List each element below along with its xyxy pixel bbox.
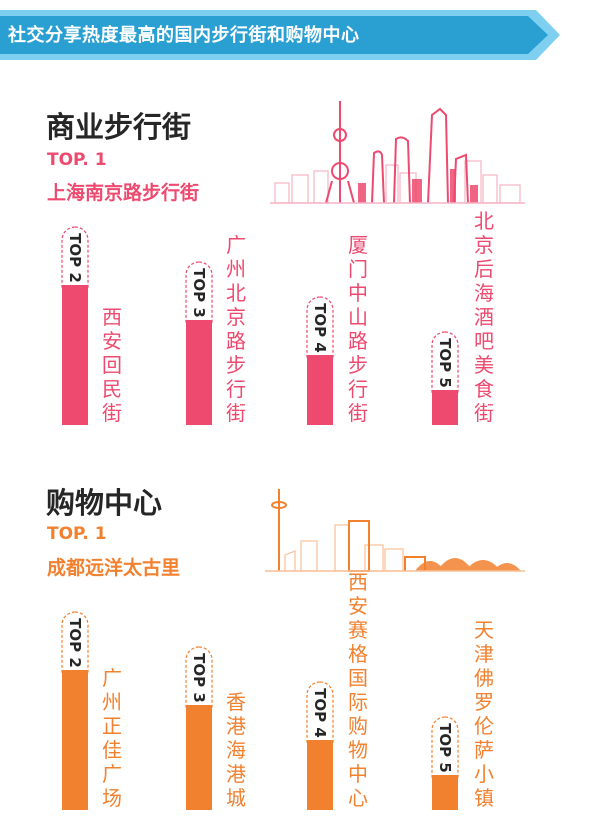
mall-category-label-3: 香港海港城 (226, 690, 246, 810)
shanghai-skyline-icon (270, 101, 525, 204)
mall-section-title: 购物中心 (46, 486, 163, 520)
mall-rank-label-3: TOP 3 (190, 653, 208, 703)
street-bar-5 (432, 390, 458, 425)
mall-rank-label-2: TOP 2 (66, 618, 84, 668)
street-rank-label-3: TOP 3 (190, 268, 208, 318)
mall-category-label-5: 天津佛罗伦萨小镇 (474, 618, 494, 810)
title-banner (0, 10, 560, 60)
mall-bar-5 (432, 775, 458, 810)
mall-rank-label-4: TOP 4 (311, 688, 329, 738)
mall-ranking-chart: TOP 2 TOP 3 TOP 4 TOP 5 广州正佳广场 香港海港城 西安赛格国际购物中… (0, 570, 600, 820)
mall-top1-name: 成都远洋太古里 (47, 557, 181, 579)
street-category-label-3: 广州北京路步行街 (226, 233, 246, 425)
street-bar-3 (186, 320, 212, 425)
street-bar-4 (307, 355, 333, 425)
banner-title: 社交分享热度最高的国内步行街和购物中心 (8, 25, 360, 46)
mall-bar-3 (186, 705, 212, 810)
street-top1-label: TOP. 1 (47, 150, 107, 170)
mall-top1-label: TOP. 1 (47, 524, 107, 544)
street-rank-label-2: TOP 2 (66, 233, 84, 283)
street-category-label-5: 北京后海酒吧美食街 (474, 209, 494, 425)
street-rank-label-5: TOP 5 (436, 338, 454, 388)
street-rank-label-4: TOP 4 (311, 303, 329, 353)
mall-rank-label-5: TOP 5 (436, 723, 454, 773)
street-ranking-chart: TOP 2 TOP 3 TOP 4 TOP 5 西安回民街 广州北京路步行街 厦门中山路步行… (0, 209, 600, 435)
mall-category-label-4: 西安赛格国际购物中心 (348, 570, 368, 810)
street-bars-svg: TOP 2 TOP 3 TOP 4 TOP 5 (61, 226, 459, 425)
street-category-label-2: 西安回民街 (102, 305, 122, 425)
mall-bar-4 (307, 740, 333, 810)
street-bar-2 (62, 285, 88, 425)
mall-category-label-2: 广州正佳广场 (102, 666, 122, 810)
street-section-title: 商业步行街 (46, 110, 192, 144)
street-top1-name: 上海南京路步行街 (47, 182, 200, 204)
mall-bars-svg: TOP 2 TOP 3 TOP 4 TOP 5 (61, 611, 459, 810)
mall-bar-2 (62, 670, 88, 810)
chengdu-skyline-icon (265, 489, 525, 572)
street-category-label-4: 厦门中山路步行街 (348, 233, 368, 425)
